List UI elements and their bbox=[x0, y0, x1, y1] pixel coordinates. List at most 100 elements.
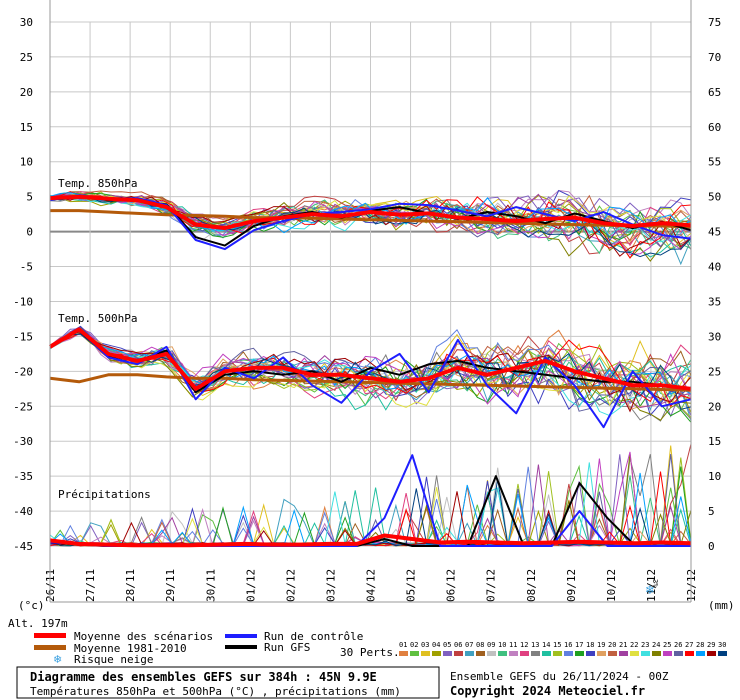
pert-swatch bbox=[685, 651, 694, 656]
pert-swatch bbox=[696, 651, 705, 656]
right-tick-label: 25 bbox=[708, 365, 721, 378]
pert-number: 19 bbox=[597, 641, 605, 649]
pert-swatch bbox=[454, 651, 463, 656]
climate-line-t850 bbox=[50, 209, 692, 229]
legend-climate-label: Moyenne 1981-2010 bbox=[74, 642, 187, 655]
pert-swatch bbox=[531, 651, 540, 656]
left-tick-label: 30 bbox=[20, 16, 33, 29]
left-tick-label: -15 bbox=[13, 330, 33, 343]
left-tick-label: -20 bbox=[13, 365, 33, 378]
pert-swatch bbox=[652, 651, 661, 656]
pert-number: 07 bbox=[465, 641, 473, 649]
footer-box bbox=[16, 666, 440, 699]
pert-number: 05 bbox=[443, 641, 451, 649]
climate-line-t500 bbox=[49, 373, 692, 392]
pert-number: 10 bbox=[498, 641, 506, 649]
x-tick-label: 04/12 bbox=[365, 569, 378, 602]
pert-number: 02 bbox=[410, 641, 418, 649]
footer-subtitle: Températures 850hPa et 500hPa (°C) , pré… bbox=[30, 685, 401, 698]
right-tick-label: 5 bbox=[708, 505, 715, 518]
pert-swatch bbox=[509, 651, 518, 656]
mean-line-t500 bbox=[48, 327, 692, 391]
pert-swatch bbox=[586, 651, 595, 656]
pert-number: 01 bbox=[399, 641, 407, 649]
x-tick-label: 29/11 bbox=[164, 569, 177, 602]
pert-number: 25 bbox=[663, 641, 671, 649]
x-tick-label: 05/12 bbox=[405, 569, 418, 602]
left-tick-label: 25 bbox=[20, 51, 33, 64]
pert-swatch bbox=[663, 651, 672, 656]
copyright: Copyright 2024 Meteociel.fr bbox=[450, 684, 645, 698]
right-tick-label: 15 bbox=[708, 435, 721, 448]
x-tick-label: 09/12 bbox=[565, 569, 578, 602]
pert-swatch bbox=[476, 651, 485, 656]
legend-control-label: Run de contrôle bbox=[264, 630, 363, 643]
precip-panel-label: Précipitations bbox=[58, 488, 151, 501]
pert-number: 24 bbox=[652, 641, 660, 649]
pert-swatch bbox=[520, 651, 529, 656]
legend-control-swatch bbox=[225, 634, 257, 638]
right-tick-label: 75 bbox=[708, 16, 721, 29]
pert-swatch bbox=[575, 651, 584, 656]
pert-number: 03 bbox=[421, 641, 429, 649]
snowflake-icon: ❄ bbox=[645, 583, 655, 597]
snow-risk-pct: 3% bbox=[651, 579, 659, 588]
x-tick-label: 03/12 bbox=[324, 569, 337, 602]
pert-number: 16 bbox=[564, 641, 572, 649]
left-tick-label: -10 bbox=[13, 295, 33, 308]
right-tick-label: 35 bbox=[708, 295, 721, 308]
t500-panel-label: Temp. 500hPa bbox=[58, 312, 137, 325]
pert-number: 20 bbox=[608, 641, 616, 649]
pert-swatch bbox=[597, 651, 606, 656]
left-tick-label: -5 bbox=[20, 261, 33, 274]
pert-swatch bbox=[674, 651, 683, 656]
legend-mean-swatch bbox=[34, 633, 66, 638]
right-tick-label: 55 bbox=[708, 156, 721, 169]
x-tick-label: 28/11 bbox=[124, 569, 137, 602]
x-tick-label: 11/12 bbox=[645, 569, 658, 602]
pert-number: 09 bbox=[487, 641, 495, 649]
member-line-t500 bbox=[49, 333, 692, 410]
pert-swatch bbox=[707, 651, 716, 656]
mean-line-t850 bbox=[49, 194, 692, 231]
pert-swatch bbox=[487, 651, 496, 656]
pert-number: 29 bbox=[707, 641, 715, 649]
pert-swatch bbox=[619, 651, 628, 656]
right-axis-unit: (mm) bbox=[708, 599, 735, 612]
pert-swatch bbox=[399, 651, 408, 656]
pert-swatch bbox=[421, 651, 430, 656]
left-tick-label: -25 bbox=[13, 400, 33, 413]
pert-number: 18 bbox=[586, 641, 594, 649]
main-series bbox=[48, 194, 692, 548]
pert-number: 27 bbox=[685, 641, 693, 649]
pert-number: 12 bbox=[520, 641, 528, 649]
control-line-t500 bbox=[49, 328, 692, 429]
gfs-line-t500 bbox=[49, 329, 692, 394]
pert-swatch bbox=[498, 651, 507, 656]
x-tick-label: 07/12 bbox=[485, 569, 498, 602]
pert-number: 22 bbox=[630, 641, 638, 649]
left-tick-label: 5 bbox=[26, 191, 33, 204]
right-tick-label: 40 bbox=[708, 261, 721, 274]
perturbation-legend: 01 02 03 04 05 06 07 08 09 10 11 12 13 14 15 16 17 18 19 20… bbox=[399, 641, 727, 656]
left-axis-unit: (°c) bbox=[18, 599, 45, 612]
right-tick-label: 20 bbox=[708, 400, 721, 413]
x-tick-label: 27/11 bbox=[84, 569, 97, 602]
pert-number: 13 bbox=[531, 641, 539, 649]
pert-number: 17 bbox=[575, 641, 583, 649]
pert-number: 08 bbox=[476, 641, 484, 649]
pert-swatch bbox=[718, 651, 727, 656]
pert-swatch bbox=[410, 651, 419, 656]
footer-title: Diagramme des ensembles GEFS sur 384h : … bbox=[30, 670, 377, 684]
pert-number: 23 bbox=[641, 641, 649, 649]
member-line-t500 bbox=[49, 332, 692, 411]
pert-swatch bbox=[608, 651, 617, 656]
pert-swatch bbox=[542, 651, 551, 656]
member-line-t500 bbox=[49, 332, 692, 405]
pert-number: 04 bbox=[432, 641, 440, 649]
footer: Diagramme des ensembles GEFS sur 384h : … bbox=[16, 666, 669, 699]
right-tick-label: 0 bbox=[708, 540, 715, 553]
right-tick-label: 10 bbox=[708, 470, 721, 483]
